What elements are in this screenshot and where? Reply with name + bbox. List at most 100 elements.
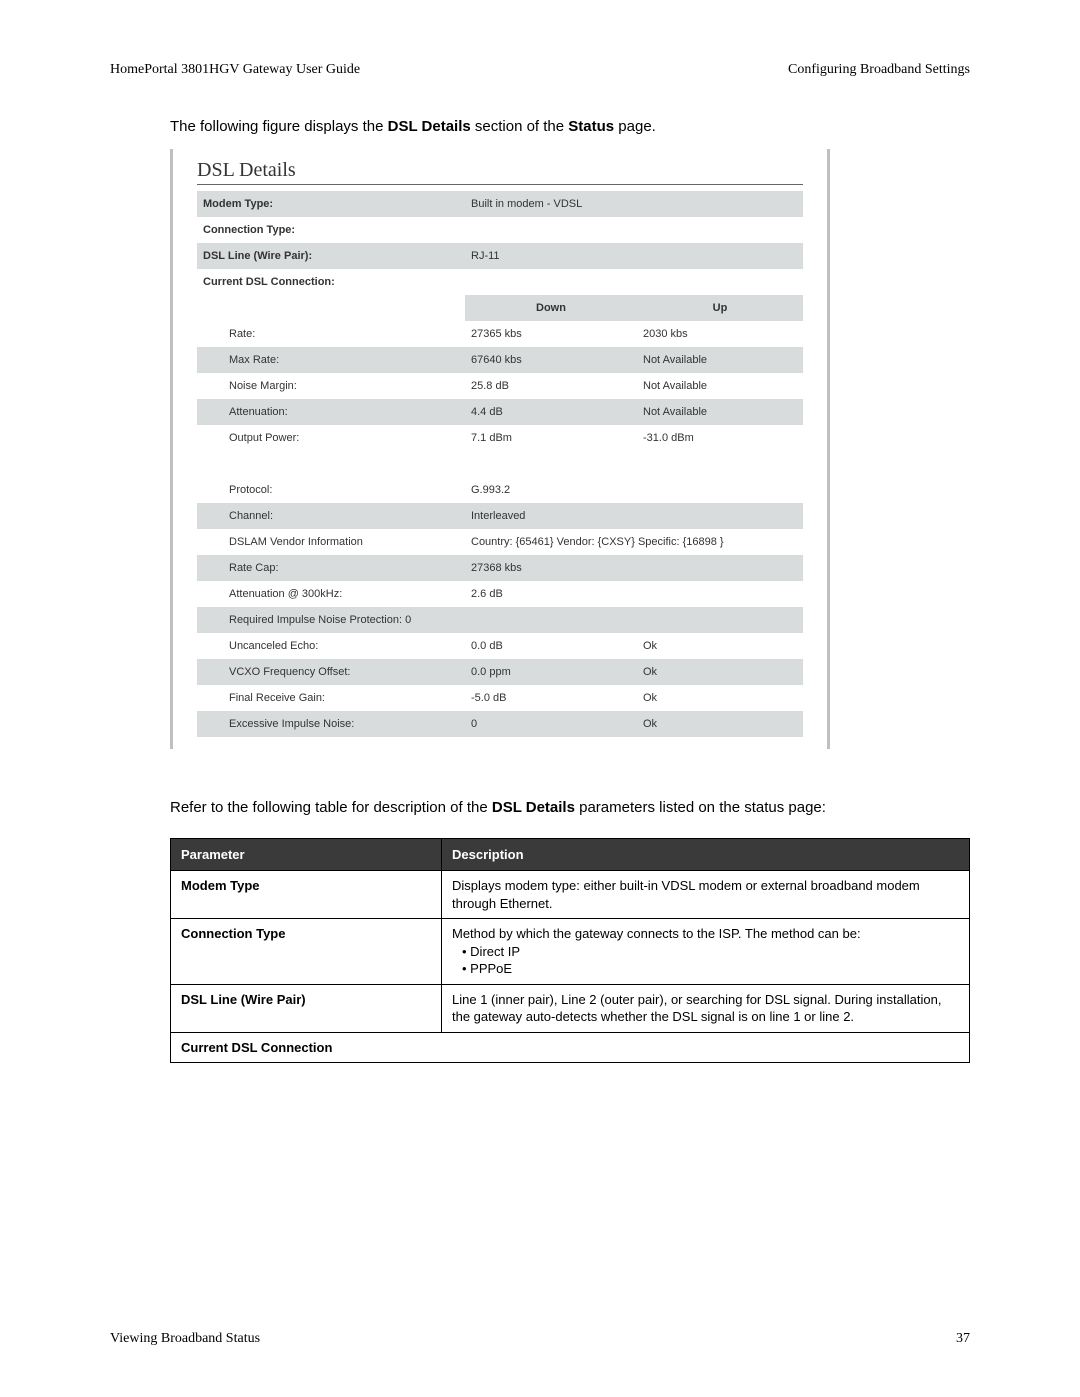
intro-mid: section of the <box>471 118 569 135</box>
dsl-value-up: Ok <box>637 633 803 659</box>
dsl-label: Attenuation @ 300kHz: <box>197 581 465 607</box>
dsl-label: Rate Cap: <box>197 555 465 581</box>
dsl-details-figure: DSL Details Modem Type:Built in modem - … <box>170 149 830 749</box>
dsl-value-down: 25.8 dB <box>465 373 637 399</box>
param-row: Connection Type Method by which the gatew… <box>171 919 970 985</box>
dsl-value-up: -31.0 dBm <box>637 425 803 451</box>
dsl-data-row: Attenuation @ 300kHz:2.6 dB <box>197 581 803 607</box>
dsl-label: Noise Margin: <box>197 373 465 399</box>
dsl-value <box>465 269 803 295</box>
param-header-parameter: Parameter <box>171 839 442 871</box>
dsl-label: Current DSL Connection: <box>197 269 465 295</box>
intro-post: page. <box>614 118 656 135</box>
figure-title-underline <box>197 184 803 185</box>
dsl-label: Protocol: <box>197 477 465 503</box>
param-name: Current DSL Connection <box>171 1032 970 1063</box>
param-desc-text: Method by which the gateway connects to … <box>452 925 959 943</box>
dsl-label: Channel: <box>197 503 465 529</box>
dsl-value-down: -5.0 dB <box>465 685 637 711</box>
dsl-data-row: VCXO Frequency Offset:0.0 ppmOk <box>197 659 803 685</box>
dsl-data-row: Protocol:G.993.2 <box>197 477 803 503</box>
dsl-data-row: Channel:Interleaved <box>197 503 803 529</box>
dsl-label: VCXO Frequency Offset: <box>197 659 465 685</box>
intro-paragraph: The following figure displays the DSL De… <box>170 118 970 135</box>
dsl-details-table: Modem Type:Built in modem - VDSLConnecti… <box>197 191 803 737</box>
dsl-value-down <box>465 451 637 477</box>
dsl-data-row: Required Impulse Noise Protection: 0 <box>197 607 803 633</box>
dsl-value <box>465 607 637 633</box>
dsl-value <box>637 607 803 633</box>
dsl-value-down: 0 <box>465 711 637 737</box>
dsl-value-up: Not Available <box>637 347 803 373</box>
param-description: Displays modem type: either built-in VDS… <box>442 871 970 919</box>
dsl-label: DSL Line (Wire Pair): <box>197 243 465 269</box>
dsl-value-down: 67640 kbs <box>465 347 637 373</box>
dsl-value-up: Not Available <box>637 373 803 399</box>
dsl-value-down: 4.4 dB <box>465 399 637 425</box>
dsl-row: Current DSL Connection: <box>197 269 803 295</box>
param-name: Modem Type <box>171 871 442 919</box>
dsl-header-blank <box>197 295 465 321</box>
dsl-value-down: Interleaved <box>465 503 637 529</box>
dsl-data-row: Uncanceled Echo:0.0 dBOk <box>197 633 803 659</box>
dsl-label: Final Receive Gain: <box>197 685 465 711</box>
explain-paragraph: Refer to the following table for descrip… <box>170 799 970 816</box>
dsl-label: Rate: <box>197 321 465 347</box>
intro-bold-1: DSL Details <box>388 118 471 135</box>
param-row: DSL Line (Wire Pair)Line 1 (inner pair),… <box>171 984 970 1032</box>
dsl-data-row: DSLAM Vendor InformationCountry: {65461}… <box>197 529 803 555</box>
parameter-description-table: Parameter Description Modem TypeDisplays… <box>170 838 970 1063</box>
dsl-label: Modem Type: <box>197 191 465 217</box>
page-footer: Viewing Broadband Status 37 <box>110 1331 970 1347</box>
dsl-value-down: 0.0 dB <box>465 633 637 659</box>
dsl-value-up: Ok <box>637 711 803 737</box>
dsl-value <box>465 217 803 243</box>
dsl-label: Max Rate: <box>197 347 465 373</box>
dsl-data-row: Attenuation:4.4 dBNot Available <box>197 399 803 425</box>
param-header-description: Description <box>442 839 970 871</box>
param-description: Method by which the gateway connects to … <box>442 919 970 985</box>
dsl-label: Excessive Impulse Noise: <box>197 711 465 737</box>
dsl-value-down: 2.6 dB <box>465 581 637 607</box>
dsl-value-up <box>637 477 803 503</box>
dsl-value-up: 2030 kbs <box>637 321 803 347</box>
dsl-value-down: 27368 kbs <box>465 555 637 581</box>
explain-bold: DSL Details <box>492 799 575 816</box>
param-bullet: • Direct IP <box>452 943 959 961</box>
dsl-header-up: Up <box>637 295 803 321</box>
dsl-row: DSL Line (Wire Pair):RJ-11 <box>197 243 803 269</box>
dsl-value-down: G.993.2 <box>465 477 637 503</box>
dsl-value-up: Ok <box>637 685 803 711</box>
dsl-value-up: Not Available <box>637 399 803 425</box>
dsl-label: Connection Type: <box>197 217 465 243</box>
dsl-value-up: Ok <box>637 659 803 685</box>
dsl-data-row: Output Power:7.1 dBm-31.0 dBm <box>197 425 803 451</box>
dsl-label: Uncanceled Echo: <box>197 633 465 659</box>
footer-right: 37 <box>956 1331 970 1347</box>
param-bullet: • PPPoE <box>452 960 959 978</box>
dsl-row: Modem Type:Built in modem - VDSL <box>197 191 803 217</box>
param-row: Modem TypeDisplays modem type: either bu… <box>171 871 970 919</box>
param-description: Line 1 (inner pair), Line 2 (outer pair)… <box>442 984 970 1032</box>
intro-pre: The following figure displays the <box>170 118 388 135</box>
intro-bold-2: Status <box>568 118 614 135</box>
dsl-value-down: 0.0 ppm <box>465 659 637 685</box>
dsl-value: Country: {65461} Vendor: {CXSY} Specific… <box>465 529 803 555</box>
page-header: HomePortal 3801HGV Gateway User Guide Co… <box>110 62 970 78</box>
param-table-header-row: Parameter Description <box>171 839 970 871</box>
dsl-value: RJ-11 <box>465 243 803 269</box>
dsl-header-down: Down <box>465 295 637 321</box>
dsl-data-row: Noise Margin:25.8 dBNot Available <box>197 373 803 399</box>
dsl-label: Required Impulse Noise Protection: 0 <box>197 607 465 633</box>
dsl-value-up <box>637 503 803 529</box>
dsl-label: DSLAM Vendor Information <box>197 529 465 555</box>
explain-post: parameters listed on the status page: <box>575 799 826 816</box>
dsl-label: Attenuation: <box>197 399 465 425</box>
dsl-value-up <box>637 581 803 607</box>
dsl-data-row: Excessive Impulse Noise:0Ok <box>197 711 803 737</box>
footer-left: Viewing Broadband Status <box>110 1331 260 1347</box>
dsl-value-up <box>637 451 803 477</box>
dsl-label: Output Power: <box>197 425 465 451</box>
header-left: HomePortal 3801HGV Gateway User Guide <box>110 62 360 78</box>
param-name: Connection Type <box>171 919 442 985</box>
